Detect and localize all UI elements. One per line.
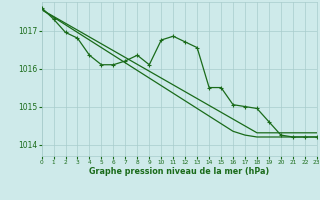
X-axis label: Graphe pression niveau de la mer (hPa): Graphe pression niveau de la mer (hPa) xyxy=(89,167,269,176)
